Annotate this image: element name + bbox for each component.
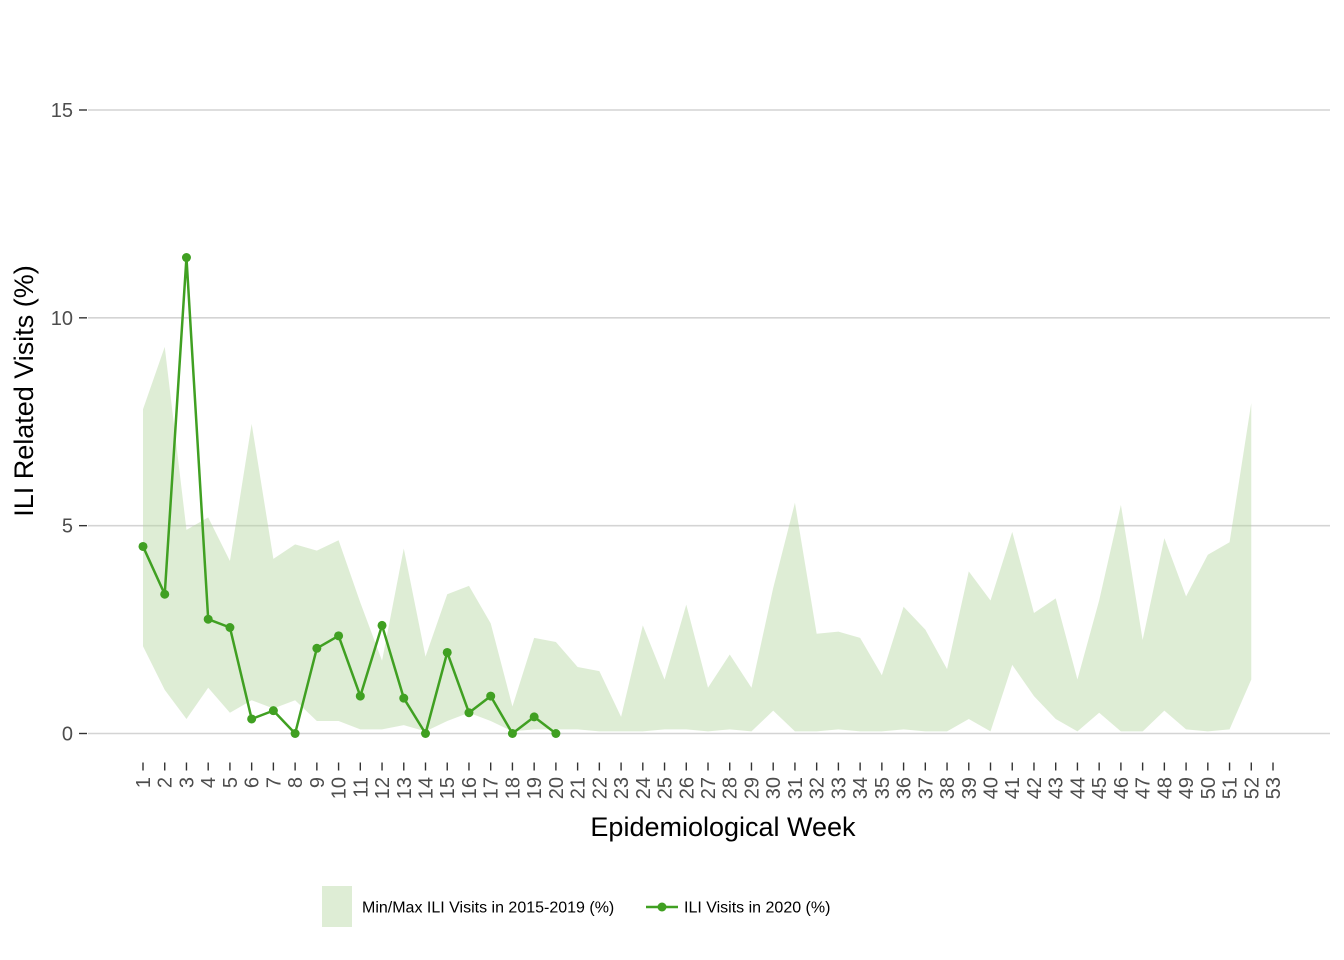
x-tick-label: 51 xyxy=(1220,777,1242,799)
x-tick-label: 50 xyxy=(1198,777,1220,799)
x-tick-label: 44 xyxy=(1067,777,1089,799)
x-tick-label: 33 xyxy=(828,777,850,799)
x-tick-label: 38 xyxy=(937,777,959,799)
x-tick-label: 41 xyxy=(1002,777,1024,799)
x-axis-title: Epidemiological Week xyxy=(590,812,856,842)
ili-2020-data-point xyxy=(160,589,170,599)
ili-2020-data-point xyxy=(268,706,278,716)
ili-2020-data-point xyxy=(290,729,300,738)
minmax-band-area xyxy=(143,346,1252,732)
minmax-band-series xyxy=(143,346,1252,732)
x-tick-label: 27 xyxy=(698,777,720,799)
y-tick-label: 5 xyxy=(62,516,73,538)
x-tick-label: 22 xyxy=(589,777,611,799)
x-tick-label: 20 xyxy=(546,777,568,799)
ili-2020-data-point xyxy=(464,708,474,718)
x-tick-label: 14 xyxy=(416,777,438,799)
x-tick-label: 17 xyxy=(481,777,503,799)
x-tick-label: 10 xyxy=(329,777,351,799)
x-tick-label: 13 xyxy=(394,777,416,799)
ili-2020-data-point xyxy=(247,714,257,724)
x-tick-label: 53 xyxy=(1263,777,1285,799)
x-tick-label: 34 xyxy=(850,777,872,799)
x-tick-label: 15 xyxy=(437,777,459,799)
x-tick-label: 5 xyxy=(220,777,242,788)
ili-2020-data-point xyxy=(138,541,148,551)
y-axis: 0 5 10 15 xyxy=(51,100,87,746)
x-tick-label: 43 xyxy=(1046,777,1068,799)
legend-line-dot xyxy=(657,902,667,912)
x-tick-label: 36 xyxy=(894,777,916,799)
x-tick-label: 21 xyxy=(568,777,590,799)
x-tick-label: 31 xyxy=(785,777,807,799)
ili-2020-data-point xyxy=(529,712,539,722)
ili-2020-data-point xyxy=(421,729,431,738)
ili-2020-data-point xyxy=(312,643,322,653)
x-tick-label: 42 xyxy=(1024,777,1046,799)
x-tick-label: 30 xyxy=(763,777,785,799)
legend-line-label: ILI Visits in 2020 (%) xyxy=(684,900,830,917)
legend-band-swatch xyxy=(322,886,352,927)
x-tick-label: 46 xyxy=(1111,777,1133,799)
ili-2020-data-point xyxy=(355,691,365,701)
x-tick-label: 35 xyxy=(872,777,894,799)
x-tick-label: 49 xyxy=(1176,777,1198,799)
x-tick-label: 24 xyxy=(633,777,655,799)
ili-2020-data-point xyxy=(399,693,409,703)
x-tick-label: 18 xyxy=(502,777,524,799)
x-tick-label: 29 xyxy=(741,777,763,799)
ili-2020-data-point xyxy=(377,620,387,630)
x-tick-label: 52 xyxy=(1241,777,1263,799)
y-axis-title: ILI Related Visits (%) xyxy=(9,265,39,517)
x-tick-label: 2 xyxy=(155,777,177,788)
ili-2020-data-point xyxy=(181,253,191,263)
x-tick-label: 7 xyxy=(263,777,285,788)
ili-2020-data-point xyxy=(442,647,452,657)
x-tick-label: 39 xyxy=(959,777,981,799)
ili-2020-data-point xyxy=(225,623,235,633)
x-tick-label: 1 xyxy=(133,777,155,788)
y-tick-label: 0 xyxy=(62,724,73,746)
ili-2020-data-point xyxy=(486,691,496,701)
x-axis: 1 2 3 4 5 6 7 8 9 10 11 12 13 14 15 16 17 18 19 20 21 22 23 24 2… xyxy=(133,762,1285,799)
ili-2020-data-point xyxy=(334,631,344,641)
x-tick-label: 19 xyxy=(524,777,546,799)
x-tick-label: 11 xyxy=(350,777,372,798)
ili-2020-data-point xyxy=(203,614,213,624)
ili-2020-series xyxy=(138,253,561,738)
x-tick-label: 4 xyxy=(198,777,220,788)
ili-2020-data-point xyxy=(507,729,517,738)
x-tick-label: 26 xyxy=(676,777,698,799)
y-tick-label: 10 xyxy=(51,308,73,330)
x-tick-label: 40 xyxy=(981,777,1003,799)
legend-band-label: Min/Max ILI Visits in 2015-2019 (%) xyxy=(362,900,614,917)
x-tick-label: 47 xyxy=(1133,777,1155,799)
y-tick-label: 15 xyxy=(51,100,73,122)
gridlines xyxy=(88,109,1330,735)
x-tick-label: 9 xyxy=(307,777,329,788)
x-tick-label: 25 xyxy=(655,777,677,799)
x-tick-label: 28 xyxy=(720,777,742,799)
x-tick-label: 6 xyxy=(242,777,264,788)
x-tick-label: 48 xyxy=(1154,777,1176,799)
x-tick-label: 45 xyxy=(1089,777,1111,799)
x-tick-label: 37 xyxy=(915,777,937,799)
x-tick-label: 3 xyxy=(176,777,198,788)
legend: Min/Max ILI Visits in 2015-2019 (%) ILI … xyxy=(322,886,830,927)
ili-2020-data-point xyxy=(551,729,561,738)
x-tick-label: 23 xyxy=(611,777,633,799)
x-tick-label: 12 xyxy=(372,777,394,799)
x-tick-label: 8 xyxy=(285,777,307,788)
x-tick-label: 32 xyxy=(807,777,829,799)
x-tick-label: 16 xyxy=(459,777,481,799)
